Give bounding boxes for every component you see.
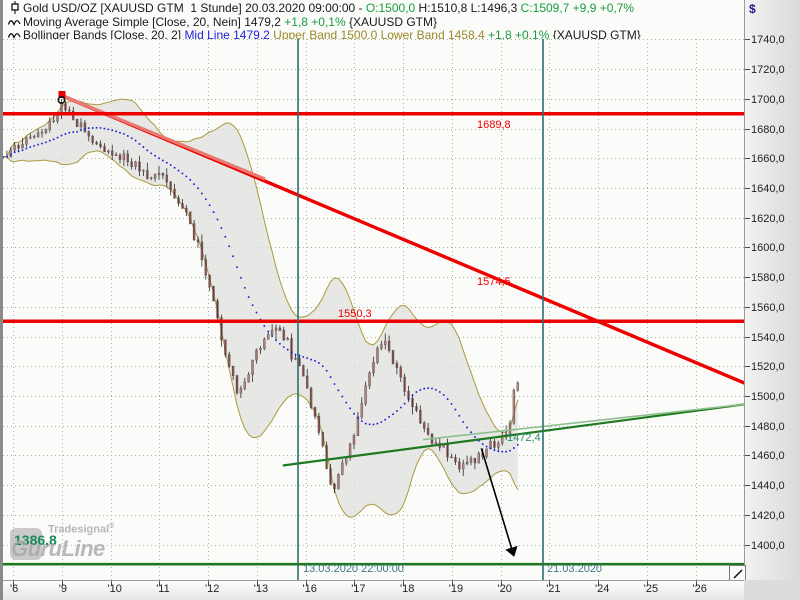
svg-text:21.03.2020: 21.03.2020 — [547, 563, 602, 575]
svg-text:1550,3: 1550,3 — [338, 308, 372, 320]
svg-text:1574,5: 1574,5 — [477, 276, 511, 288]
svg-text:1689,8: 1689,8 — [477, 119, 511, 131]
svg-text:1472,4: 1472,4 — [507, 432, 541, 444]
svg-text:13.03.2020 22:00:00: 13.03.2020 22:00:00 — [303, 563, 404, 575]
